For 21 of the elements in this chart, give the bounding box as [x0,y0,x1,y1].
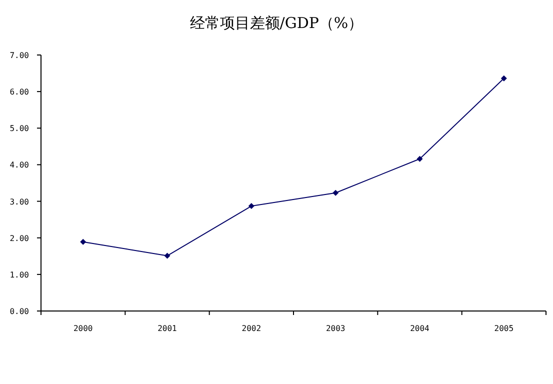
y-tick-label: 6.00 [10,88,30,97]
x-tick-label: 2004 [410,324,430,333]
x-tick-label: 2000 [73,324,93,333]
y-tick-label: 4.00 [10,160,30,170]
y-tick-label: 5.00 [10,124,30,134]
x-tick-label: 2005 [494,324,514,333]
y-tick-label: 3.00 [10,197,30,206]
point [416,156,423,162]
point [164,252,170,259]
x-tick-label: 2002 [242,324,262,333]
chart-title: 经常项目差额/GDP（%） [190,14,364,32]
y-tick-label: 0.00 [10,307,30,316]
point [500,75,507,82]
x-tick-label: 2001 [158,324,178,333]
y-tick-label: 7.00 [10,51,30,60]
point [332,190,339,196]
x-tick-label: 2003 [326,324,346,333]
point [80,238,86,245]
point [248,203,254,210]
y-tick-label: 2.00 [10,234,30,243]
y-tick-label: 1.00 [10,270,30,280]
